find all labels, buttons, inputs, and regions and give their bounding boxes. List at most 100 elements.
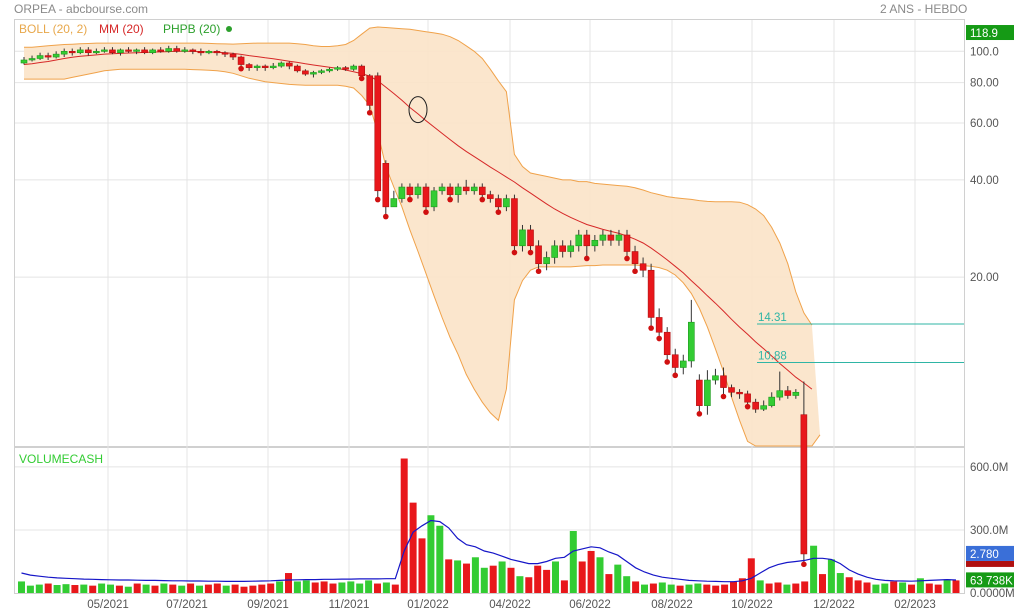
candle (326, 68, 333, 72)
candle (173, 48, 181, 52)
candle (720, 375, 727, 388)
candle (93, 51, 100, 54)
candle (792, 391, 800, 396)
volume-bar (169, 584, 177, 593)
volume-bar (747, 558, 755, 593)
candle (527, 229, 534, 247)
candle (615, 234, 623, 241)
candle (599, 234, 607, 241)
low-dot (664, 359, 670, 365)
volume-bar (827, 559, 835, 593)
volume-bar (730, 581, 737, 593)
volume-bar (356, 583, 364, 593)
candle (495, 198, 502, 208)
volume-bar (293, 581, 301, 593)
low-dot (238, 65, 244, 72)
candle (430, 190, 438, 208)
volume-bar (872, 584, 880, 593)
bollinger-lower (24, 68, 821, 447)
volume-bar (311, 582, 319, 593)
volume-bar (756, 580, 764, 593)
volume-bar (44, 583, 52, 593)
volume-bar (587, 550, 595, 593)
candle (36, 55, 44, 59)
volume-bar (347, 581, 355, 593)
candle (575, 234, 583, 247)
candle (462, 186, 470, 192)
volume-bar (560, 580, 568, 593)
candle (28, 58, 36, 61)
volume-bar (881, 583, 889, 593)
low-dot (672, 372, 679, 379)
candle (591, 239, 599, 247)
x-tick-label: 11/2021 (329, 599, 370, 611)
candle (623, 234, 631, 252)
volume-bar (258, 584, 266, 593)
legend-label: BOLL (20, 2) (19, 22, 87, 36)
candle (607, 234, 615, 241)
volume-bar (667, 584, 675, 593)
volume-bar (738, 578, 746, 593)
candle (229, 53, 237, 58)
volume-bar (285, 573, 292, 593)
volume-bar (480, 567, 488, 593)
volume-bar (89, 585, 97, 593)
candle (631, 251, 639, 265)
volume-bar (160, 583, 168, 593)
candle (374, 75, 382, 192)
legend-dot (226, 26, 232, 32)
candle (679, 360, 687, 368)
volume-bar (908, 584, 915, 593)
candle (189, 49, 197, 52)
volume-bar (62, 584, 70, 593)
volume-bar (676, 585, 684, 593)
volume-bar (436, 525, 444, 593)
candle (535, 245, 542, 265)
bollinger-fill (24, 27, 820, 446)
last-price-tag: 2.780 (970, 549, 999, 561)
low-dot (423, 209, 429, 215)
volume-bar (934, 584, 942, 593)
candle (310, 72, 317, 75)
volume-bar (71, 585, 79, 593)
volume-bar (35, 584, 43, 593)
candle (768, 396, 776, 406)
last-volume-tag: 63 738K (970, 575, 1013, 587)
volume-bar (151, 585, 159, 593)
candle (728, 387, 735, 393)
volume-bar (329, 583, 337, 593)
volume-bar (943, 579, 951, 593)
candle (414, 186, 422, 195)
volume-bar (391, 584, 399, 593)
x-tick-label: 06/2022 (569, 599, 611, 611)
chart-title: ORPEA - abcbourse.com (14, 2, 149, 16)
volume-bar (685, 584, 693, 593)
volume-bar (641, 584, 648, 593)
volume-bar (569, 531, 577, 593)
last-volume-tag-bg (966, 572, 1014, 588)
candle (752, 401, 759, 410)
candle (511, 198, 518, 247)
candle (487, 194, 494, 199)
low-dot (447, 196, 453, 203)
candle (760, 405, 767, 410)
candle (117, 49, 124, 54)
low-dot (648, 325, 654, 331)
volume-legend-label: VOLUMECASH (19, 452, 103, 466)
candle (663, 331, 671, 356)
x-tick-label: 08/2022 (651, 599, 693, 611)
volume-panel-frame (14, 447, 965, 594)
candle (800, 414, 808, 555)
level-label: 14.31 (758, 312, 787, 324)
x-tick-label: 12/2022 (813, 599, 855, 611)
low-dot (801, 561, 807, 568)
candle (334, 67, 341, 70)
candle (181, 49, 189, 52)
candle (551, 245, 558, 258)
low-dot (624, 255, 630, 262)
volume-bar (890, 581, 898, 593)
volume-bar (204, 584, 212, 593)
volume-bar (801, 581, 809, 593)
candle (382, 163, 390, 208)
candle (776, 390, 784, 398)
